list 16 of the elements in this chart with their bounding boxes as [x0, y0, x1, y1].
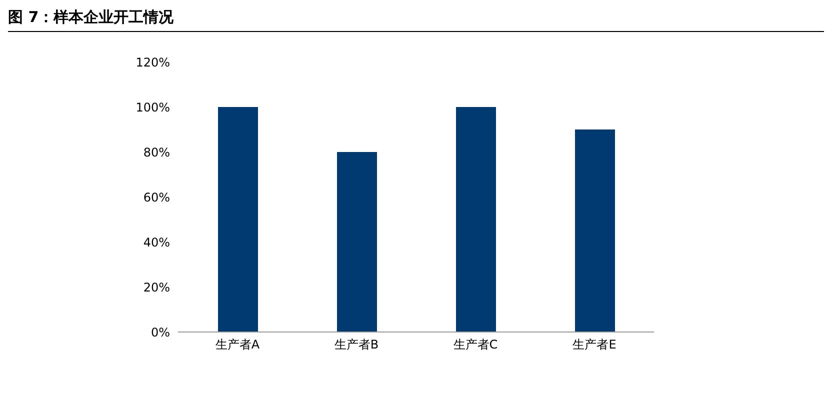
bar	[456, 107, 496, 332]
bar	[337, 152, 377, 332]
bar	[218, 107, 258, 332]
y-tick-label: 60%	[143, 190, 170, 204]
x-tick-label: 生产者E	[572, 338, 616, 352]
y-tick-label: 100%	[136, 100, 170, 114]
chart-title: 图 7：样本企业开工情况	[8, 8, 824, 32]
y-tick-label: 0%	[150, 325, 170, 340]
x-tick-label: 生产者C	[453, 338, 498, 352]
bar	[575, 130, 615, 332]
x-tick-label: 生产者B	[334, 338, 379, 352]
y-tick-label: 120%	[136, 55, 170, 70]
y-tick-label: 40%	[143, 235, 170, 250]
y-tick-label: 20%	[143, 280, 170, 294]
y-tick-label: 80%	[143, 145, 170, 160]
x-tick-label: 生产者A	[215, 338, 260, 352]
